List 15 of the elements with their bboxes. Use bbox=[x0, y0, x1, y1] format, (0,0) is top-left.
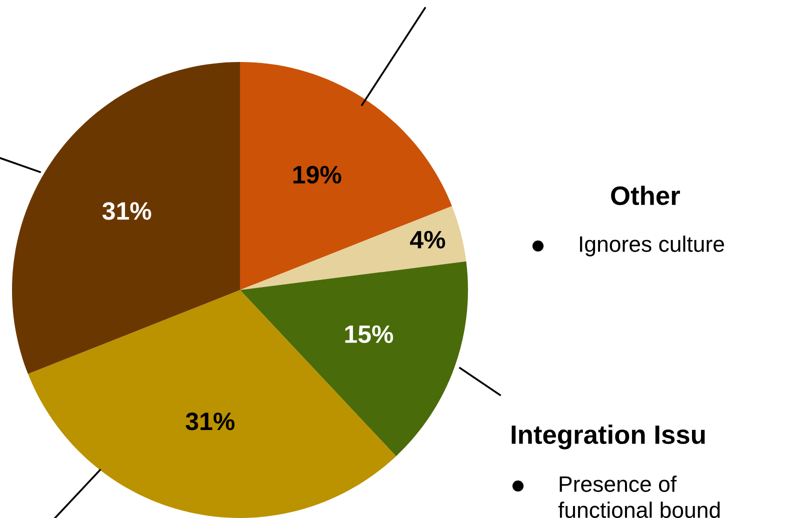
text: Integration Issu bbox=[512, 424, 705, 450]
data-label: 15% bbox=[345, 325, 394, 344]
data-label: 31% bbox=[186, 412, 235, 430]
pie-slice bbox=[12, 62, 240, 374]
data-label: 31% bbox=[102, 202, 152, 220]
pie-slice bbox=[240, 206, 466, 290]
pie-slice bbox=[28, 290, 396, 518]
text: Other bbox=[611, 186, 680, 206]
data-label: 19% bbox=[293, 166, 342, 184]
text: functional bound bbox=[558, 502, 720, 518]
pie-slice bbox=[240, 261, 468, 456]
data-label: 4% bbox=[410, 230, 446, 248]
pie-slice bbox=[240, 62, 452, 290]
text: Presence of bbox=[560, 476, 677, 492]
text: Ignores culture bbox=[580, 236, 724, 256]
